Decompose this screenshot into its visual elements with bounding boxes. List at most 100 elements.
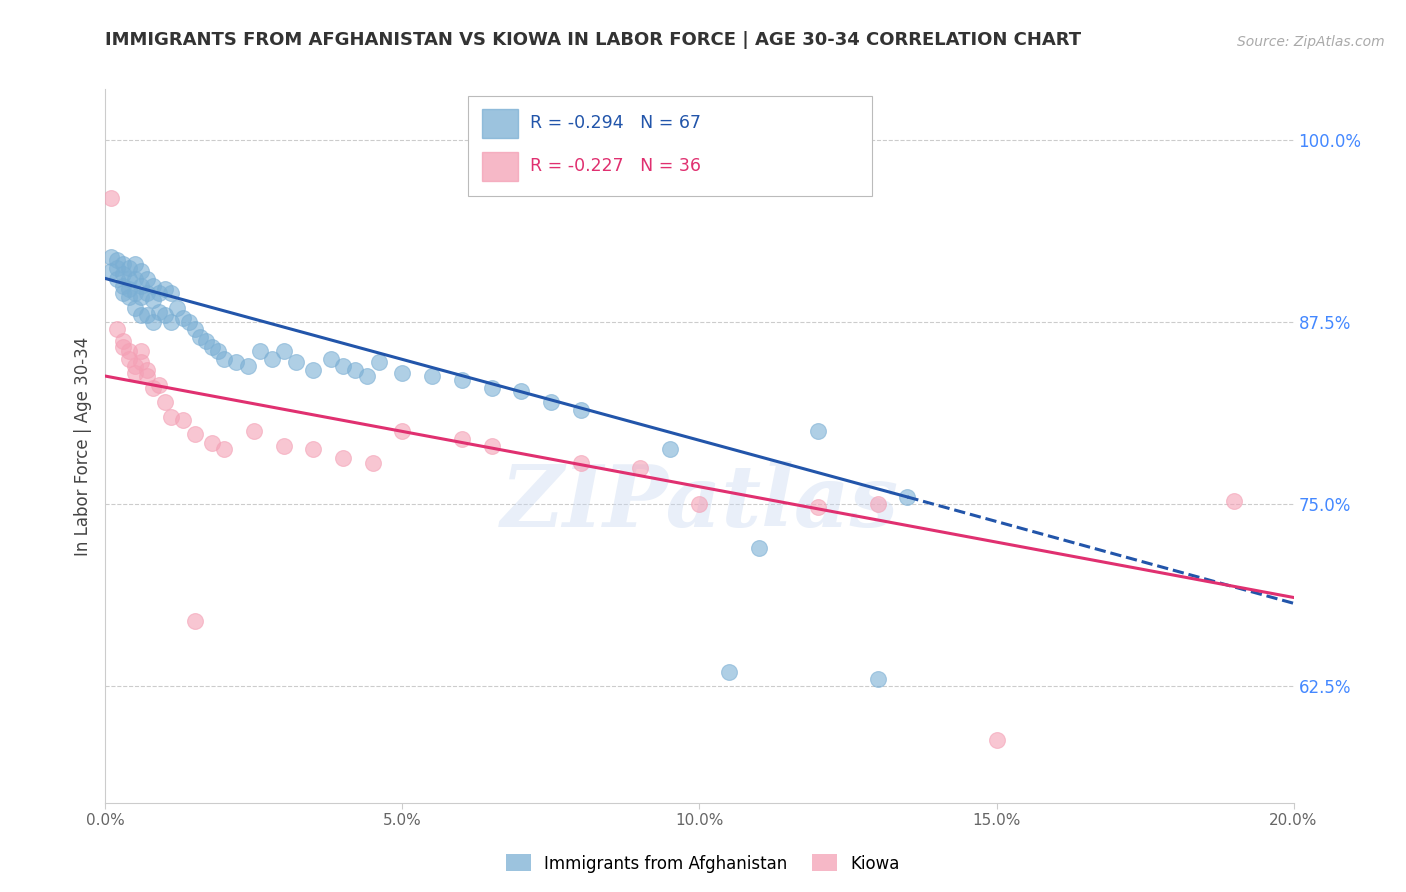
Point [689,497,711,511]
Point [142,278,165,293]
Point [118,351,141,366]
Y-axis label: In Labor Force | Age 30-34: In Labor Force | Age 30-34 [73,336,91,556]
Point [153,282,176,296]
Point [807,425,830,439]
Point [510,384,533,398]
Point [124,301,146,315]
Point [112,278,135,293]
Legend: Immigrants from Afghanistan, Kiowa: Immigrants from Afghanistan, Kiowa [499,847,907,880]
Point [183,614,205,628]
Point [136,363,159,377]
Point [225,354,247,368]
Text: R = -0.294   N = 67: R = -0.294 N = 67 [530,114,700,132]
Point [136,271,159,285]
Point [807,500,830,515]
Text: Source: ZipAtlas.com: Source: ZipAtlas.com [1237,35,1385,49]
Point [207,344,229,359]
Point [236,359,259,373]
Point [105,271,128,285]
Point [148,377,170,392]
Point [748,541,770,555]
Point [166,301,188,315]
Point [118,290,141,304]
Point [129,308,152,322]
Text: ZIPatlas: ZIPatlas [501,461,898,545]
Point [142,293,165,308]
Point [481,439,503,453]
Point [159,286,181,301]
Point [136,369,159,384]
Point [148,286,170,301]
Point [343,363,366,377]
Point [118,344,141,359]
Point [986,733,1008,747]
Point [628,460,651,475]
Point [243,425,266,439]
Point [124,286,146,301]
Point [273,344,295,359]
Point [118,261,141,276]
Point [124,359,146,373]
Point [148,305,170,319]
Point [450,374,472,388]
Point [540,395,562,409]
Point [124,257,146,271]
Point [112,257,135,271]
Text: IMMIGRANTS FROM AFGHANISTAN VS KIOWA IN LABOR FORCE | AGE 30-34 CORRELATION CHAR: IMMIGRANTS FROM AFGHANISTAN VS KIOWA IN … [105,31,1081,49]
Point [569,402,592,417]
Point [153,395,176,409]
Point [896,490,918,504]
Point [100,264,122,278]
Point [177,315,200,329]
Text: R = -0.227   N = 36: R = -0.227 N = 36 [530,157,700,175]
Point [367,354,389,368]
Point [302,442,325,456]
Bar [482,152,517,180]
Point [569,457,592,471]
Point [100,250,122,264]
Point [159,315,181,329]
Point [450,432,472,446]
Point [201,340,224,354]
Point [112,340,135,354]
Point [481,381,503,395]
Point [658,442,681,456]
Point [249,344,271,359]
Point [260,351,283,366]
Point [172,310,194,325]
Point [273,439,295,453]
Point [332,450,354,465]
Point [356,369,378,384]
Point [142,315,165,329]
Point [124,271,146,285]
Point [195,334,218,348]
Point [718,665,741,679]
Point [129,278,152,293]
Point [332,359,354,373]
Point [118,271,141,285]
Point [129,344,152,359]
Point [159,409,181,424]
Point [1223,494,1246,508]
Point [391,366,413,380]
Point [118,282,141,296]
Point [100,191,122,205]
Point [142,381,165,395]
Point [112,286,135,301]
Point [105,322,128,336]
Point [129,354,152,368]
Point [190,330,212,344]
Point [112,267,135,281]
Point [112,334,135,348]
Point [136,286,159,301]
Point [361,457,384,471]
Point [214,442,236,456]
Point [302,363,325,377]
Point [420,369,443,384]
Point [183,427,205,442]
Bar [482,109,517,137]
Point [105,252,128,267]
Point [129,264,152,278]
Point [129,290,152,304]
Point [136,308,159,322]
